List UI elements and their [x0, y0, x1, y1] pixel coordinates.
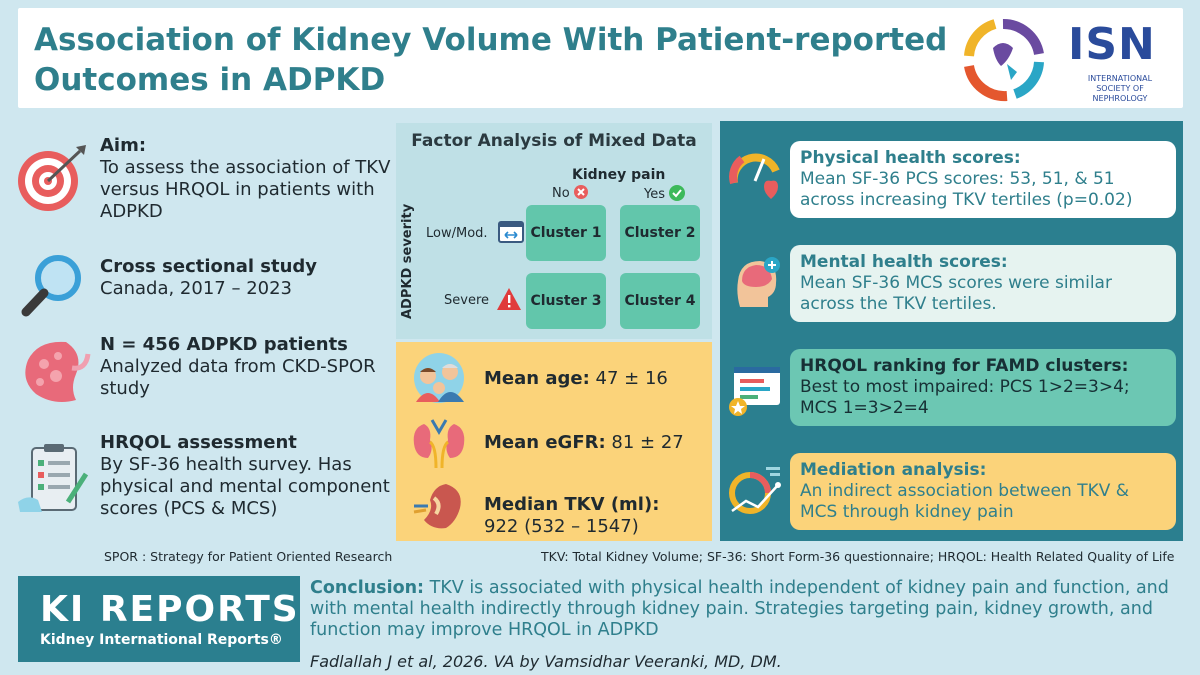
- cluster-3: Cluster 3: [526, 273, 606, 329]
- hrqol-ranking-card: HRQOL ranking for FAMD clusters: Best to…: [790, 349, 1176, 426]
- mediation-text: An indirect association between TKV & MC…: [800, 481, 1130, 522]
- sample-section: N = 456 ADPKD patients Analyzed data fro…: [14, 334, 394, 414]
- cluster-4: Cluster 4: [620, 273, 700, 329]
- famd-title: Factor Analysis of Mixed Data: [411, 131, 697, 151]
- ki-reports-subtitle: Kidney International Reports®: [40, 632, 283, 648]
- abbreviation-footnote: TKV: Total Kidney Volume; SF-36: Short F…: [541, 549, 1175, 564]
- study-text: Canada, 2017 – 2023: [100, 278, 292, 299]
- kidney-pain-label: Kidney pain: [572, 167, 666, 183]
- ki-reports-logo-text: KI REPORTS: [40, 589, 300, 630]
- check-icon: [669, 185, 686, 201]
- hrqol-section: HRQOL assessment By SF-36 health survey.…: [14, 432, 394, 532]
- physical-health-text: Mean SF-36 PCS scores: 53, 51, & 51 acro…: [800, 169, 1133, 210]
- physical-health-card: Physical health scores: Mean SF-36 PCS s…: [790, 141, 1176, 218]
- low-mod-label: Low/Mod.: [426, 226, 488, 241]
- results-panel: Physical health scores: Mean SF-36 PCS s…: [720, 121, 1183, 541]
- mental-health-card: Mental health scores: Mean SF-36 MCS sco…: [790, 245, 1176, 322]
- clipboard-icon: [18, 444, 89, 512]
- monitor-icon: [498, 221, 524, 243]
- magnifier-icon: [21, 255, 81, 317]
- cluster-2: Cluster 2: [620, 205, 700, 261]
- severe-label: Severe: [444, 293, 489, 308]
- study-label: Cross sectional study: [100, 256, 318, 277]
- analytics-icon: [729, 467, 781, 514]
- stats-panel: Mean age: 47 ± 16 Mean eGFR: 81 ± 27 Med…: [396, 342, 712, 541]
- target-icon: [18, 145, 86, 211]
- isn-logo-text: ISN: [1068, 19, 1156, 70]
- brain-head-icon: [737, 257, 780, 307]
- page-title: Association of Kidney Volume With Patien…: [34, 22, 948, 98]
- mental-health-title: Mental health scores:: [800, 252, 1008, 272]
- severity-label: ADPKD severity: [400, 203, 415, 319]
- famd-panel: Factor Analysis of Mixed Data Kidney pai…: [396, 123, 712, 339]
- hrqol-text: By SF-36 health survey. Has physical and…: [100, 454, 390, 519]
- hrqol-ranking-title: HRQOL ranking for FAMD clusters:: [800, 356, 1129, 376]
- ranking-board-icon: [729, 367, 780, 416]
- kidneys-icon: [413, 419, 465, 469]
- aim-text: To assess the association of TKV versus …: [100, 157, 391, 222]
- conclusion-label: Conclusion:: [310, 578, 425, 598]
- header: Association of Kidney Volume With Patien…: [18, 8, 1183, 108]
- conclusion: Conclusion: TKV is associated with physi…: [310, 578, 1170, 641]
- no-label: No: [552, 185, 588, 201]
- hrqol-label: HRQOL assessment: [100, 432, 297, 453]
- ki-reports-logo: KI REPORTS Kidney International Reports®: [18, 576, 300, 662]
- physical-health-title: Physical health scores:: [800, 148, 1021, 168]
- sample-label: N = 456 ADPKD patients: [100, 334, 348, 355]
- warning-icon: [497, 288, 521, 310]
- spor-footnote: SPOR : Strategy for Patient Oriented Res…: [104, 549, 393, 564]
- kidney-scan-icon: [413, 484, 461, 529]
- median-tkv: Median TKV (ml): 922 (532 – 1547): [484, 494, 660, 537]
- hrqol-ranking-text: Best to most impaired: PCS 1>2=3>4; MCS …: [800, 377, 1130, 418]
- mean-egfr: Mean eGFR: 81 ± 27: [484, 432, 684, 453]
- aim-section: Aim: To assess the association of TKV ve…: [14, 135, 394, 235]
- mediation-title: Mediation analysis:: [800, 460, 987, 480]
- mediation-card: Mediation analysis: An indirect associat…: [790, 453, 1176, 530]
- cluster-1: Cluster 1: [526, 205, 606, 261]
- mental-health-text: Mean SF-36 MCS scores were similar acros…: [800, 273, 1112, 314]
- gauge-heart-icon: [729, 153, 780, 199]
- mean-age: Mean age: 47 ± 16: [484, 368, 668, 389]
- cross-icon: [573, 185, 588, 199]
- people-icon: [414, 353, 464, 403]
- citation: Fadlallah J et al, 2026. VA by Vamsidhar…: [310, 652, 782, 671]
- isn-logo-subtitle: INTERNATIONAL SOCIETY OF NEPHROLOGY: [1087, 74, 1153, 103]
- aim-label: Aim:: [100, 135, 147, 156]
- conclusion-text: TKV is associated with physical health i…: [310, 578, 1169, 640]
- yes-label: Yes: [644, 185, 686, 202]
- kidney-icon: [25, 341, 91, 402]
- isn-logo-icon: [964, 18, 1044, 102]
- sample-text: Analyzed data from CKD-SPOR study: [100, 356, 376, 399]
- study-section: Cross sectional study Canada, 2017 – 202…: [14, 255, 394, 317]
